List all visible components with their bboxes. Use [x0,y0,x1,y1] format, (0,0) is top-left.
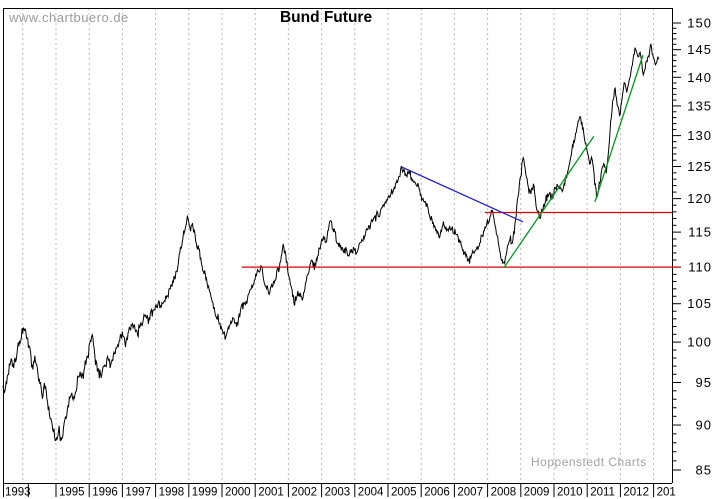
svg-text:2002: 2002 [291,487,317,499]
svg-text:2009: 2009 [524,487,550,499]
y-axis: 150 145 140 135 130 125 120 115 110 105 100 95 90 85 [672,16,712,478]
svg-text:145: 145 [687,42,712,57]
chart-title: Bund Future [279,9,373,26]
hoppenstedt-watermark: Hoppenstedt Charts [531,455,647,469]
trendlines [241,54,680,269]
svg-text:100: 100 [687,335,712,350]
svg-text:1998: 1998 [159,487,185,499]
svg-text:150: 150 [687,16,712,31]
x-axis: 1993 1995 1996 1997 1998 1999 2000 2001 2002 2003… [3,483,676,499]
svg-text:2006: 2006 [424,487,450,499]
svg-text:105: 105 [687,296,712,311]
svg-text:90: 90 [696,418,712,433]
svg-text:1997: 1997 [125,487,151,499]
svg-text:1995: 1995 [59,487,85,499]
uptrend-2011-2012 [594,54,644,203]
svg-text:135: 135 [687,98,712,113]
svg-text:115: 115 [688,225,712,240]
svg-text:2007: 2007 [457,487,483,499]
svg-text:110: 110 [688,260,712,275]
svg-text:2011: 2011 [590,487,615,499]
svg-text:2003: 2003 [325,487,351,499]
svg-text:95: 95 [696,375,712,390]
svg-text:201: 201 [657,487,676,499]
price-line [2,43,660,442]
svg-text:120: 120 [687,191,712,206]
svg-text:2000: 2000 [225,487,251,499]
uptrend-2008-2011 [503,135,595,269]
chartbuero-watermark: www.chartbuero.de [9,10,129,25]
svg-text:1996: 1996 [92,487,118,499]
svg-text:2001: 2001 [258,487,284,499]
year-gridlines [22,8,655,483]
svg-text:2008: 2008 [491,487,517,499]
svg-text:85: 85 [696,463,712,478]
svg-text:1999: 1999 [192,487,218,499]
svg-text:140: 140 [687,70,712,85]
downtrend-2005-2009 [401,166,524,223]
svg-text:2010: 2010 [557,487,583,499]
svg-text:125: 125 [687,159,712,174]
svg-text:2005: 2005 [391,487,417,499]
svg-text:2004: 2004 [358,487,384,499]
svg-text:1993: 1993 [5,487,31,499]
svg-text:130: 130 [687,128,712,143]
svg-text:2012: 2012 [623,487,649,499]
